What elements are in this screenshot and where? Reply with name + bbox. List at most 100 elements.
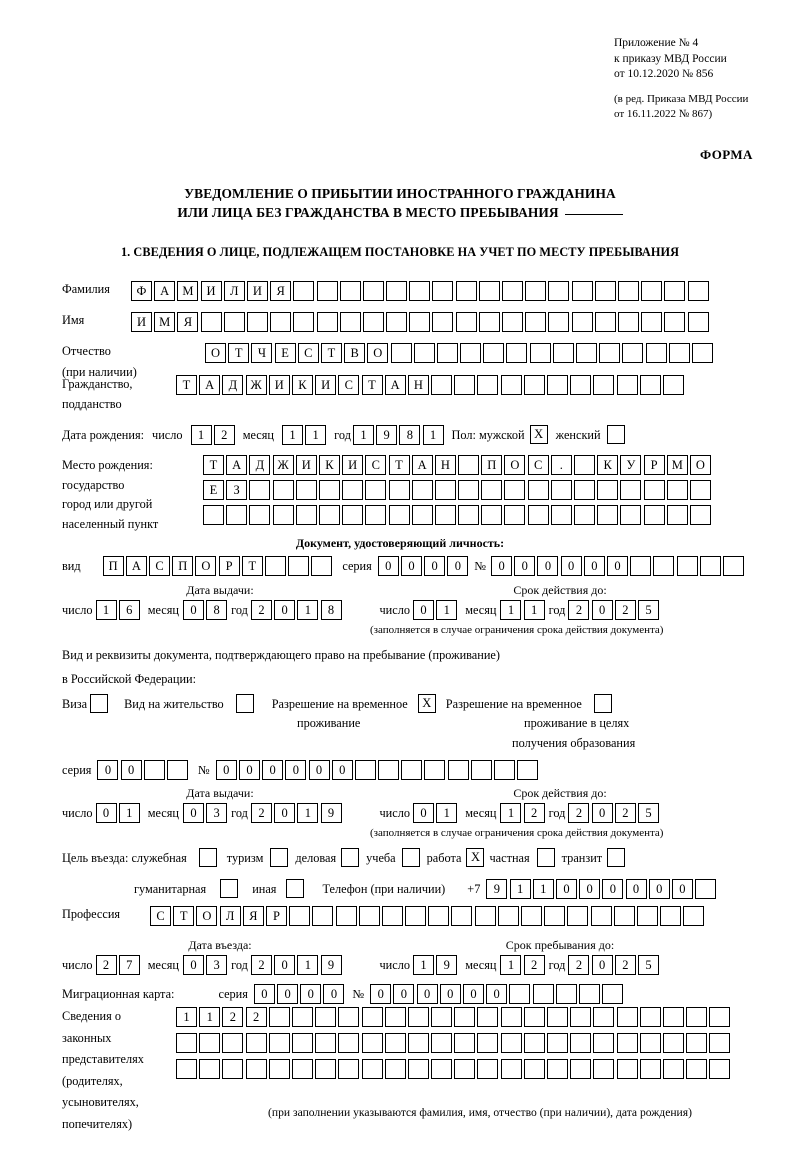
char-box[interactable]: Я	[270, 281, 292, 301]
char-box[interactable]: 1	[176, 1007, 197, 1027]
char-box[interactable]	[365, 480, 387, 500]
char-box[interactable]	[268, 1059, 290, 1079]
char-box[interactable]: 0	[95, 803, 117, 823]
char-box[interactable]: С	[338, 375, 360, 395]
char-box[interactable]: 1	[297, 600, 319, 620]
char-box[interactable]	[264, 556, 286, 576]
char-box[interactable]	[550, 505, 572, 525]
visa-checkbox[interactable]	[90, 694, 109, 713]
char-box[interactable]: 0	[182, 600, 204, 620]
char-box[interactable]	[409, 281, 431, 301]
char-box[interactable]: П	[481, 455, 503, 475]
char-box[interactable]: Д	[222, 375, 244, 395]
char-box[interactable]: 0	[607, 556, 629, 576]
char-box[interactable]: 1	[500, 955, 522, 975]
char-box[interactable]: 0	[377, 556, 399, 576]
char-box[interactable]	[432, 312, 454, 332]
char-box[interactable]	[570, 1007, 592, 1027]
char-box[interactable]	[451, 906, 473, 926]
purpose-private-checkbox[interactable]	[536, 848, 555, 867]
char-box[interactable]	[386, 281, 408, 301]
char-box[interactable]: Т	[320, 343, 342, 363]
char-box[interactable]	[709, 1007, 731, 1027]
char-box[interactable]	[249, 505, 271, 525]
char-box[interactable]: 2	[95, 955, 117, 975]
char-box[interactable]	[548, 281, 570, 301]
char-box[interactable]	[504, 505, 526, 525]
char-box[interactable]	[361, 1007, 383, 1027]
char-box[interactable]: 0	[671, 879, 693, 899]
char-box[interactable]	[405, 906, 427, 926]
char-box[interactable]: 1	[297, 803, 319, 823]
char-box[interactable]	[527, 505, 549, 525]
char-box[interactable]: 0	[591, 600, 613, 620]
char-box[interactable]: 2	[222, 1007, 244, 1027]
char-box[interactable]	[660, 906, 682, 926]
char-box[interactable]	[509, 984, 531, 1004]
char-box[interactable]	[388, 505, 410, 525]
char-box[interactable]: 1	[305, 425, 327, 445]
char-box[interactable]: 9	[436, 955, 458, 975]
char-box[interactable]: 2	[523, 803, 545, 823]
char-box[interactable]: С	[149, 556, 171, 576]
char-box[interactable]	[339, 281, 361, 301]
char-box[interactable]: Р	[643, 455, 665, 475]
char-box[interactable]	[548, 312, 570, 332]
char-box[interactable]	[222, 1033, 244, 1053]
char-box[interactable]	[570, 1033, 592, 1053]
char-box[interactable]: О	[504, 455, 526, 475]
char-box[interactable]: М	[154, 312, 176, 332]
char-box[interactable]: .	[550, 455, 572, 475]
char-box[interactable]: 1	[199, 1007, 221, 1027]
char-box[interactable]: 3	[206, 803, 228, 823]
char-box[interactable]	[272, 480, 294, 500]
char-box[interactable]: И	[315, 375, 337, 395]
char-box[interactable]	[620, 480, 642, 500]
char-box[interactable]	[686, 1059, 708, 1079]
char-box[interactable]: 0	[514, 556, 536, 576]
char-box[interactable]: И	[342, 455, 364, 475]
char-box[interactable]: 2	[523, 955, 545, 975]
char-box[interactable]	[616, 375, 638, 395]
char-box[interactable]: 1	[509, 879, 531, 899]
char-box[interactable]	[315, 1007, 337, 1027]
char-box[interactable]	[176, 1033, 197, 1053]
char-box[interactable]	[454, 1033, 476, 1053]
char-box[interactable]: 1	[532, 879, 554, 899]
char-box[interactable]	[478, 281, 500, 301]
char-box[interactable]	[478, 312, 500, 332]
char-box[interactable]: К	[318, 455, 340, 475]
char-box[interactable]: 0	[537, 556, 559, 576]
char-box[interactable]	[318, 480, 340, 500]
char-box[interactable]	[547, 1059, 568, 1079]
char-box[interactable]	[477, 375, 499, 395]
char-box[interactable]	[527, 480, 549, 500]
char-box[interactable]	[602, 984, 624, 1004]
char-box[interactable]	[312, 906, 334, 926]
char-box[interactable]: 0	[439, 984, 461, 1004]
char-box[interactable]: 0	[560, 556, 582, 576]
char-box[interactable]	[381, 906, 403, 926]
char-box[interactable]: 0	[97, 760, 119, 780]
char-box[interactable]	[594, 281, 616, 301]
char-box[interactable]	[316, 281, 338, 301]
char-box[interactable]: Т	[361, 375, 383, 395]
char-box[interactable]: 1	[95, 600, 117, 620]
char-box[interactable]: О	[367, 343, 389, 363]
char-box[interactable]: 0	[262, 760, 284, 780]
char-box[interactable]	[639, 1059, 661, 1079]
purpose-official-checkbox[interactable]	[198, 848, 217, 867]
char-box[interactable]: В	[344, 343, 366, 363]
char-box[interactable]: Л	[219, 906, 241, 926]
char-box[interactable]: Ч	[251, 343, 273, 363]
char-box[interactable]: 0	[462, 984, 484, 1004]
char-box[interactable]	[578, 984, 600, 1004]
char-box[interactable]: 2	[250, 803, 272, 823]
char-box[interactable]: 0	[300, 984, 322, 1004]
